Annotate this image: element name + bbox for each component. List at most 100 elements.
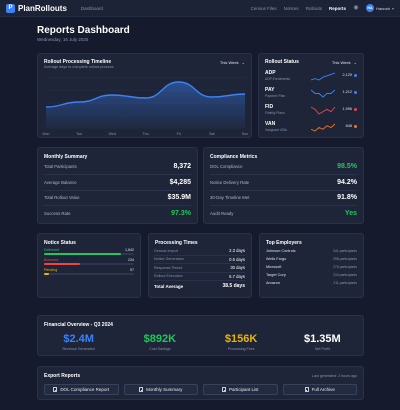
export-button[interactable]: Full Archive	[282, 384, 357, 395]
employer-count: 234 participants	[333, 273, 357, 277]
metric-value: 91.8%	[337, 194, 357, 201]
metric-label: Success Rate	[44, 210, 71, 216]
notice-row-head: Delivered 1,842	[44, 248, 134, 252]
rollout-status-header: Rollout Status This Week ⌄	[265, 59, 357, 65]
nav-reports[interactable]: Reports	[328, 5, 346, 11]
employer-row[interactable]: Microsoft 276 participants	[266, 265, 357, 269]
divider	[210, 174, 357, 175]
timeline-range-value: This Week	[219, 60, 239, 65]
nav-dashboard[interactable]: Dashboard	[80, 5, 103, 11]
metric-label: Total Participants	[44, 164, 77, 169]
rollout-row[interactable]: FID Fidelity Plans 1,996	[265, 104, 357, 118]
divider	[154, 254, 245, 256]
rollout-sparkline	[311, 106, 335, 115]
status-dot-icon	[354, 73, 357, 77]
processing-value: 2.3 days	[229, 248, 245, 253]
employer-count: 341 participants	[333, 249, 357, 253]
metric-value: Yes	[344, 209, 357, 217]
financial-label: Cost Savings	[149, 347, 171, 351]
notice-label: Bounced	[44, 258, 59, 262]
rollout-range-select[interactable]: This Week ⌄	[332, 60, 357, 65]
x-tick-label: Sun	[242, 132, 248, 136]
employer-row[interactable]: Amazon 211 participants	[266, 281, 357, 285]
chevron-down-icon: ⌄	[241, 60, 245, 65]
notice-bar-fill	[44, 263, 80, 265]
employer-row[interactable]: Johnson Controls 341 participants	[266, 249, 357, 253]
export-button[interactable]: Participant List	[203, 384, 278, 395]
nav-notices[interactable]: Notices	[283, 5, 299, 11]
processing-total-row: Total Average 38.5 days	[154, 283, 245, 289]
rollout-row[interactable]: PAY Paychex Plan 1,212	[265, 87, 357, 101]
brand[interactable]: P PlanRollouts	[6, 3, 67, 13]
chevron-down-icon: ▾	[391, 5, 394, 11]
rollout-status-title: Rollout Status	[265, 59, 299, 65]
bell-icon[interactable]: ◉	[353, 5, 359, 11]
rollout-row[interactable]: VAN Vanguard 401k 848	[265, 121, 357, 135]
document-icon	[221, 387, 226, 392]
metric-label: Total Rollout Value	[44, 195, 80, 200]
employer-count: 298 participants	[333, 257, 357, 261]
divider	[44, 205, 191, 206]
export-header: Export Reports Last generated: 2 hours a…	[44, 373, 357, 379]
export-button-label: DOL Compliance Report	[60, 387, 110, 392]
metric-row: Average Balance $4,285	[44, 179, 191, 186]
compliance-card: Compliance Metrics DOL Compliance 98.5% No…	[203, 147, 364, 224]
nav-census-files[interactable]: Census Files	[250, 5, 277, 11]
employer-count: 211 participants	[333, 281, 357, 285]
document-icon	[53, 387, 58, 392]
rollout-name: Paychex Plan	[265, 94, 286, 98]
rollout-code: VAN	[265, 121, 276, 127]
processing-value: 0.5 days	[229, 256, 245, 262]
timeline-card: Rollout Processing Timeline Average days…	[37, 53, 252, 138]
financial-label: Revenue Generated	[62, 347, 95, 351]
x-tick-label: Sat	[209, 132, 214, 136]
metric-row: Total Participants 8,372	[44, 163, 191, 170]
financial-label: Net Profit	[314, 347, 330, 351]
export-button[interactable]: DOL Compliance Report	[44, 384, 119, 395]
x-tick-label: Wed	[109, 132, 116, 136]
rollout-value: 1,996	[342, 107, 357, 111]
export-button-label: Full Archive	[311, 387, 335, 392]
timeline-range-select[interactable]: This Week ⌄	[220, 60, 245, 65]
notice-bar-fill	[44, 253, 122, 255]
employer-row[interactable]: Target Corp 234 participants	[266, 273, 357, 277]
financial-value: $156K	[224, 333, 258, 345]
nav-rollouts[interactable]: Rollouts	[305, 5, 322, 11]
timeline-chart: Mon Tue Wed Thu Fri Sat Sun	[43, 77, 248, 136]
page-title: Reports Dashboard	[37, 25, 130, 36]
export-button-label: Monthly Summary	[146, 387, 183, 392]
export-button[interactable]: Monthly Summary	[123, 384, 198, 395]
divider	[154, 271, 245, 273]
metric-row: Notice Delivery Rate 94.2%	[210, 179, 357, 186]
metric-label: 30-Day Timeline Met	[210, 195, 250, 200]
rollout-value-text: 848	[345, 124, 352, 128]
financial-stat: $156K Processing Fees	[201, 333, 282, 351]
status-dot-icon	[354, 90, 357, 94]
notice-bar-fill	[44, 273, 49, 275]
page-date: Wednesday, 16 July 2025	[37, 37, 89, 42]
notice-value: 234	[128, 258, 134, 262]
processing-label: Rollout Execution	[154, 274, 183, 278]
processing-row: Census Import 2.3 days	[154, 248, 245, 253]
rollout-sparkline	[311, 123, 335, 132]
employer-name: Microsoft	[266, 265, 282, 269]
rollout-value-text: 1,212	[342, 90, 352, 94]
rollout-code: FID	[265, 104, 274, 110]
rollout-row[interactable]: ADP ADP Enrollments 2,129	[265, 70, 357, 84]
metric-row: 30-Day Timeline Met 91.8%	[210, 194, 357, 201]
document-icon	[139, 387, 144, 392]
avatar: HA	[365, 4, 374, 12]
rollout-range-value: This Week	[331, 59, 351, 65]
notice-label: Pending	[44, 268, 58, 272]
divider	[154, 280, 245, 281]
processing-value: 5.7 days	[229, 273, 245, 279]
rollout-name: Fidelity Plans	[265, 111, 285, 115]
financial-title: Financial Overview - Q3 2024	[44, 322, 113, 328]
financial-stat: $1.35M Net Profit	[282, 333, 363, 351]
nav-links: Census Files Notices Rollouts Reports ◉ …	[251, 4, 394, 12]
user-menu[interactable]: HA Hannah ▾	[365, 4, 394, 12]
processing-times-title: Processing Times	[155, 240, 198, 246]
employer-row[interactable]: Wells Fargo 298 participants	[266, 257, 357, 261]
processing-total-value: 38.5 days	[222, 283, 245, 289]
notice-value: 97	[130, 268, 134, 272]
